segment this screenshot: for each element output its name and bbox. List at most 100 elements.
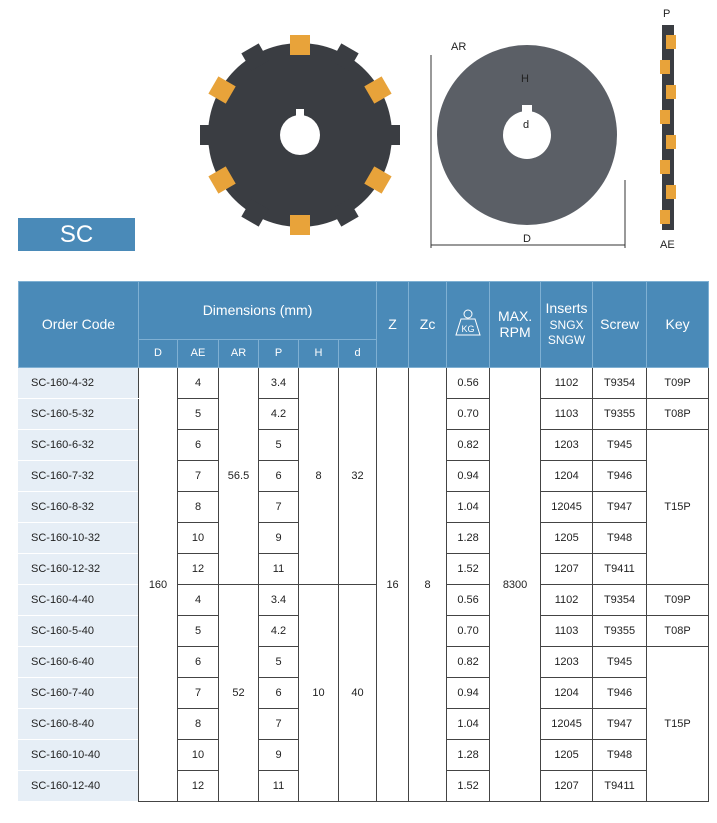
cell-screw: T947 bbox=[592, 708, 648, 740]
cell-ae: 5 bbox=[177, 615, 219, 647]
cell-ae: 6 bbox=[177, 429, 219, 461]
cell-p: 4.2 bbox=[258, 615, 299, 647]
insert-icon bbox=[666, 85, 676, 99]
insert-icon bbox=[364, 166, 392, 194]
cell-key: T15P bbox=[646, 646, 710, 802]
d-large-label: D bbox=[523, 233, 531, 245]
cell-order-code: SC-160-4-32 bbox=[18, 367, 139, 399]
cell-insert: 1204 bbox=[540, 460, 594, 492]
cell-order-code: SC-160-12-32 bbox=[18, 553, 139, 585]
cell-order-code: SC-160-6-32 bbox=[18, 429, 139, 461]
cell-order-code: SC-160-4-40 bbox=[18, 584, 139, 616]
insert-icon bbox=[208, 166, 236, 194]
cell-ae: 4 bbox=[177, 584, 219, 616]
spec-table: Order Code Dimensions (mm) Z Zc KG MAX. … bbox=[18, 281, 710, 802]
cutter-side-drawing: P AE bbox=[660, 8, 676, 251]
cell-h: 10 bbox=[298, 584, 339, 802]
h-label: H bbox=[521, 73, 529, 85]
cell-screw: T947 bbox=[592, 491, 648, 523]
cell-z: 16 bbox=[376, 367, 410, 802]
cell-d-bore: 40 bbox=[337, 584, 378, 802]
cell-p: 3.4 bbox=[258, 367, 299, 399]
cell-order-code: SC-160-10-32 bbox=[18, 522, 139, 554]
cell-insert: 1103 bbox=[540, 615, 594, 647]
cell-weight: 1.52 bbox=[446, 770, 491, 802]
cell-ae: 6 bbox=[177, 646, 219, 678]
cell-insert: 1205 bbox=[540, 522, 594, 554]
insert-icon bbox=[200, 125, 220, 145]
insert-icon bbox=[666, 35, 676, 49]
insert-icon bbox=[290, 35, 310, 55]
cell-p: 6 bbox=[258, 460, 299, 492]
cell-weight: 1.04 bbox=[446, 708, 491, 740]
cell-p: 9 bbox=[258, 522, 299, 554]
ar-label: AR bbox=[451, 41, 466, 53]
cell-key: T09P bbox=[646, 584, 710, 616]
cell-weight: 0.70 bbox=[446, 615, 491, 647]
cell-ae: 12 bbox=[177, 553, 219, 585]
cell-screw: T945 bbox=[592, 429, 648, 461]
cell-ae: 4 bbox=[177, 367, 219, 399]
col-screw: Screw bbox=[592, 281, 648, 368]
cell-p: 9 bbox=[258, 739, 299, 771]
cell-p: 6 bbox=[258, 677, 299, 709]
cell-order-code: SC-160-5-40 bbox=[18, 615, 139, 647]
cell-order-code: SC-160-12-40 bbox=[18, 770, 139, 802]
cell-ae: 10 bbox=[177, 522, 219, 554]
insert-icon bbox=[660, 110, 670, 124]
cell-p: 5 bbox=[258, 646, 299, 678]
cell-screw: T9354 bbox=[592, 367, 648, 399]
insert-icon bbox=[364, 76, 392, 104]
cell-insert: 1207 bbox=[540, 553, 594, 585]
cell-insert: 1103 bbox=[540, 398, 594, 430]
cell-ar: 56.5 bbox=[218, 367, 259, 585]
cell-order-code: SC-160-10-40 bbox=[18, 739, 139, 771]
cell-order-code: SC-160-6-40 bbox=[18, 646, 139, 678]
insert-icon bbox=[660, 60, 670, 74]
p-label: P bbox=[663, 8, 670, 20]
table-row: SC-160-10-32 10 9 1.28 1205 T948 bbox=[18, 522, 709, 554]
cell-insert: 1205 bbox=[540, 739, 594, 771]
insert-icon bbox=[331, 43, 359, 71]
cell-screw: T945 bbox=[592, 646, 648, 678]
cell-weight: 0.82 bbox=[446, 429, 491, 461]
insert-icon bbox=[241, 199, 269, 227]
cell-order-code: SC-160-7-32 bbox=[18, 460, 139, 492]
cell-key: T15P bbox=[646, 429, 710, 585]
table-row: SC-160-12-40 12 11 1.52 1207 T9411 bbox=[18, 770, 709, 802]
cell-zc: 8 bbox=[408, 367, 448, 802]
cell-insert: 1204 bbox=[540, 677, 594, 709]
cell-p: 4.2 bbox=[258, 398, 299, 430]
table-row: SC-160-6-32 6 5 0.82 1203 T945 T15P bbox=[18, 429, 710, 585]
cell-weight: 1.52 bbox=[446, 553, 491, 585]
cell-screw: T9354 bbox=[592, 584, 648, 616]
ae-label: AE bbox=[660, 239, 675, 251]
series-label: SC bbox=[18, 218, 135, 251]
cell-weight: 0.56 bbox=[446, 584, 491, 616]
svg-text:KG: KG bbox=[462, 324, 475, 334]
cell-screw: T9355 bbox=[592, 398, 648, 430]
cell-p: 7 bbox=[258, 491, 299, 523]
cell-ae: 8 bbox=[177, 491, 219, 523]
table-row: SC-160-4-40 4 52 3.4 10 40 0.56 1102 T9354 T09P bbox=[18, 584, 710, 802]
table-row: SC-160-7-32 7 6 0.94 1204 T946 bbox=[18, 460, 709, 492]
table-row: SC-160-5-32 5 4.2 0.70 1103 T9355 T08P bbox=[18, 398, 710, 430]
insert-icon bbox=[208, 76, 236, 104]
table-row: SC-160-5-40 5 4.2 0.70 1103 T9355 T08P bbox=[18, 615, 710, 647]
cell-key: T08P bbox=[646, 398, 710, 430]
cell-d-bore: 32 bbox=[337, 367, 378, 585]
cell-ae: 12 bbox=[177, 770, 219, 802]
cell-weight: 1.28 bbox=[446, 739, 491, 771]
cell-weight: 0.82 bbox=[446, 646, 491, 678]
cutter-front-drawing: AR H d D bbox=[430, 41, 626, 248]
cell-order-code: SC-160-5-32 bbox=[18, 398, 139, 430]
d-small-label: d bbox=[523, 119, 529, 131]
cell-p: 3.4 bbox=[258, 584, 299, 616]
cell-insert: 12045 bbox=[540, 491, 594, 523]
insert-icon bbox=[290, 215, 310, 235]
col-ae: AE bbox=[177, 339, 219, 368]
inserts-types: SNGX SNGW bbox=[547, 317, 586, 348]
cell-insert: 1203 bbox=[540, 646, 594, 678]
cell-insert: 1207 bbox=[540, 770, 594, 802]
cell-weight: 0.56 bbox=[446, 367, 491, 399]
